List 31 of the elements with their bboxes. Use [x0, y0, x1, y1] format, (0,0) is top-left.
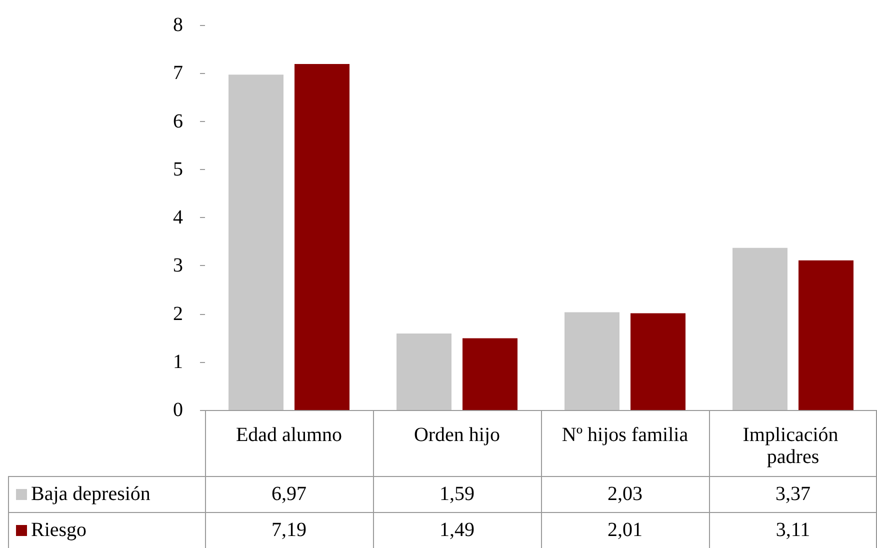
y-tick-label: 1	[173, 350, 183, 373]
y-tick-label: 5	[173, 158, 183, 180]
y-tick-label: 4	[173, 206, 183, 228]
bar	[564, 312, 620, 410]
data-label: 1,49	[438, 518, 476, 543]
data-label: 7,19	[270, 518, 308, 543]
y-tick-label: 7	[173, 62, 183, 84]
data-label: 3,11	[774, 518, 812, 543]
data-label: 2,03	[606, 482, 644, 507]
x-tick-label: Orden hijo	[414, 424, 500, 446]
x-tick-label: Implicación padres	[742, 424, 844, 468]
y-tick-label: 8	[173, 14, 183, 36]
data-label: 3,37	[774, 482, 812, 507]
data-label: 6,97	[270, 482, 308, 507]
bar	[294, 64, 350, 410]
bar	[228, 74, 284, 410]
bar	[396, 333, 452, 410]
bar	[462, 338, 518, 410]
x-tick-label: Nº hijos familia	[562, 424, 688, 446]
data-label: 2,01	[606, 518, 644, 543]
data-label: 1,59	[438, 482, 476, 507]
y-tick-label: 6	[173, 110, 183, 132]
legend-label: Riesgo	[30, 518, 87, 543]
legend-label: Baja depresión	[30, 482, 150, 507]
y-tick-label: 3	[173, 254, 183, 277]
bar	[732, 248, 788, 410]
x-tick-label: Edad alumno	[236, 424, 342, 446]
y-tick-label: 0	[173, 399, 183, 421]
bar	[798, 260, 854, 410]
y-tick-label: 2	[173, 302, 183, 325]
bar	[630, 313, 686, 410]
